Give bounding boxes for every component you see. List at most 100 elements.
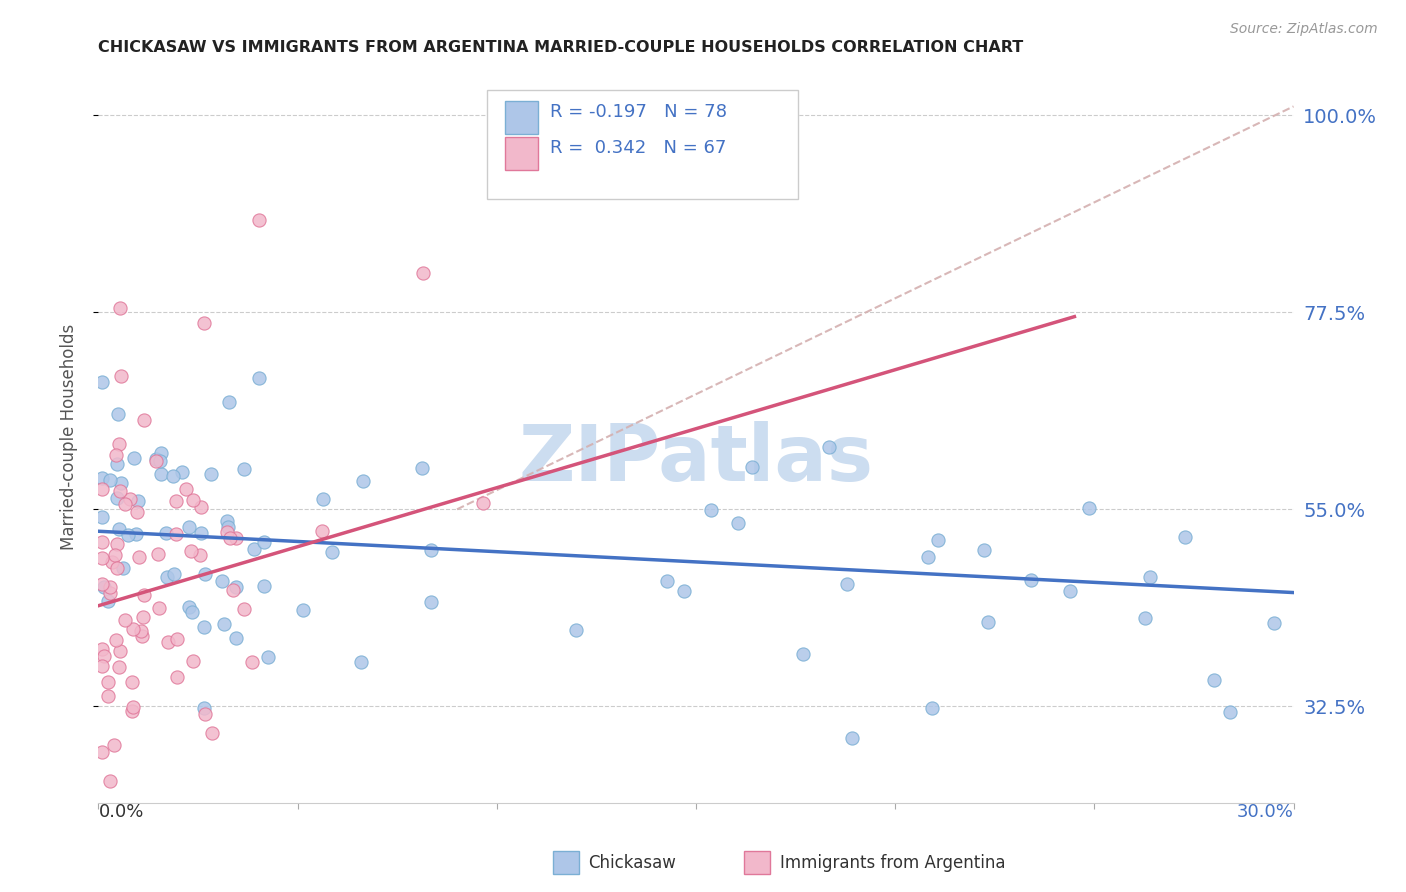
- Point: [973, 543, 995, 558]
- Point: [225, 580, 247, 594]
- Point: [927, 533, 949, 548]
- Point: [190, 500, 212, 514]
- Point: [177, 520, 200, 534]
- Point: [412, 266, 434, 280]
- Point: [253, 535, 276, 549]
- Point: [214, 616, 236, 631]
- Point: [127, 494, 149, 508]
- Point: [1133, 611, 1156, 625]
- Point: [98, 773, 121, 788]
- Y-axis label: Married-couple Households: Married-couple Households: [59, 324, 77, 550]
- Point: [97, 594, 120, 608]
- Point: [193, 316, 215, 330]
- Point: [105, 457, 128, 471]
- Point: [921, 701, 943, 715]
- Point: [217, 519, 239, 533]
- Point: [180, 544, 202, 558]
- Point: [165, 494, 187, 508]
- Point: [122, 451, 145, 466]
- Point: [181, 655, 204, 669]
- Point: [145, 454, 167, 468]
- Point: [225, 531, 247, 545]
- Point: [177, 600, 200, 615]
- Point: [350, 655, 373, 669]
- Text: R = -0.197   N = 78: R = -0.197 N = 78: [550, 103, 727, 120]
- Point: [131, 629, 153, 643]
- Point: [91, 746, 114, 760]
- Point: [292, 603, 315, 617]
- Point: [91, 376, 114, 390]
- Point: [108, 660, 131, 674]
- Point: [132, 412, 155, 426]
- Point: [98, 580, 121, 594]
- Point: [107, 408, 129, 422]
- Point: [817, 440, 839, 454]
- Point: [132, 588, 155, 602]
- Point: [122, 700, 145, 714]
- Point: [841, 731, 863, 745]
- Point: [145, 452, 167, 467]
- Point: [131, 624, 153, 639]
- Text: R =  0.342   N = 67: R = 0.342 N = 67: [550, 139, 727, 157]
- Point: [128, 550, 150, 565]
- Point: [149, 454, 172, 468]
- Point: [219, 531, 242, 545]
- Point: [257, 649, 280, 664]
- Point: [565, 623, 588, 637]
- Point: [166, 632, 188, 646]
- Point: [108, 436, 131, 450]
- Point: [700, 503, 723, 517]
- Point: [411, 460, 433, 475]
- Point: [1077, 501, 1099, 516]
- Point: [91, 483, 114, 497]
- Point: [181, 493, 204, 508]
- Point: [1174, 530, 1197, 544]
- FancyBboxPatch shape: [486, 90, 797, 200]
- Point: [110, 483, 132, 498]
- Point: [97, 675, 120, 690]
- Point: [121, 675, 143, 690]
- Point: [166, 670, 188, 684]
- Text: CHICKASAW VS IMMIGRANTS FROM ARGENTINA MARRIED-COUPLE HOUSEHOLDS CORRELATION CHA: CHICKASAW VS IMMIGRANTS FROM ARGENTINA M…: [98, 40, 1024, 55]
- Point: [91, 550, 114, 565]
- Point: [215, 524, 238, 539]
- Point: [157, 635, 180, 649]
- Point: [835, 577, 858, 591]
- Point: [253, 579, 276, 593]
- Point: [165, 526, 187, 541]
- Point: [105, 448, 128, 462]
- Point: [103, 548, 125, 562]
- Point: [201, 725, 224, 739]
- Text: Immigrants from Argentina: Immigrants from Argentina: [780, 854, 1005, 871]
- Point: [232, 601, 254, 615]
- Point: [105, 536, 128, 550]
- Point: [321, 545, 343, 559]
- Point: [163, 567, 186, 582]
- Point: [121, 622, 143, 636]
- Point: [105, 491, 128, 505]
- Point: [97, 689, 120, 703]
- Point: [146, 547, 169, 561]
- Point: [741, 460, 763, 475]
- Point: [193, 620, 215, 634]
- Point: [103, 739, 125, 753]
- Text: Source: ZipAtlas.com: Source: ZipAtlas.com: [1230, 22, 1378, 37]
- Point: [181, 605, 204, 619]
- Point: [125, 527, 148, 541]
- Point: [247, 371, 270, 385]
- Point: [117, 528, 139, 542]
- Point: [218, 395, 240, 409]
- Point: [118, 491, 141, 506]
- Point: [105, 561, 128, 575]
- Point: [108, 644, 131, 658]
- Point: [125, 505, 148, 519]
- Point: [91, 659, 114, 673]
- Point: [727, 516, 749, 530]
- Point: [112, 561, 135, 575]
- Point: [91, 642, 114, 657]
- Point: [1139, 570, 1161, 584]
- Point: [91, 535, 114, 549]
- Point: [1263, 615, 1285, 630]
- Point: [91, 470, 114, 484]
- Point: [190, 525, 212, 540]
